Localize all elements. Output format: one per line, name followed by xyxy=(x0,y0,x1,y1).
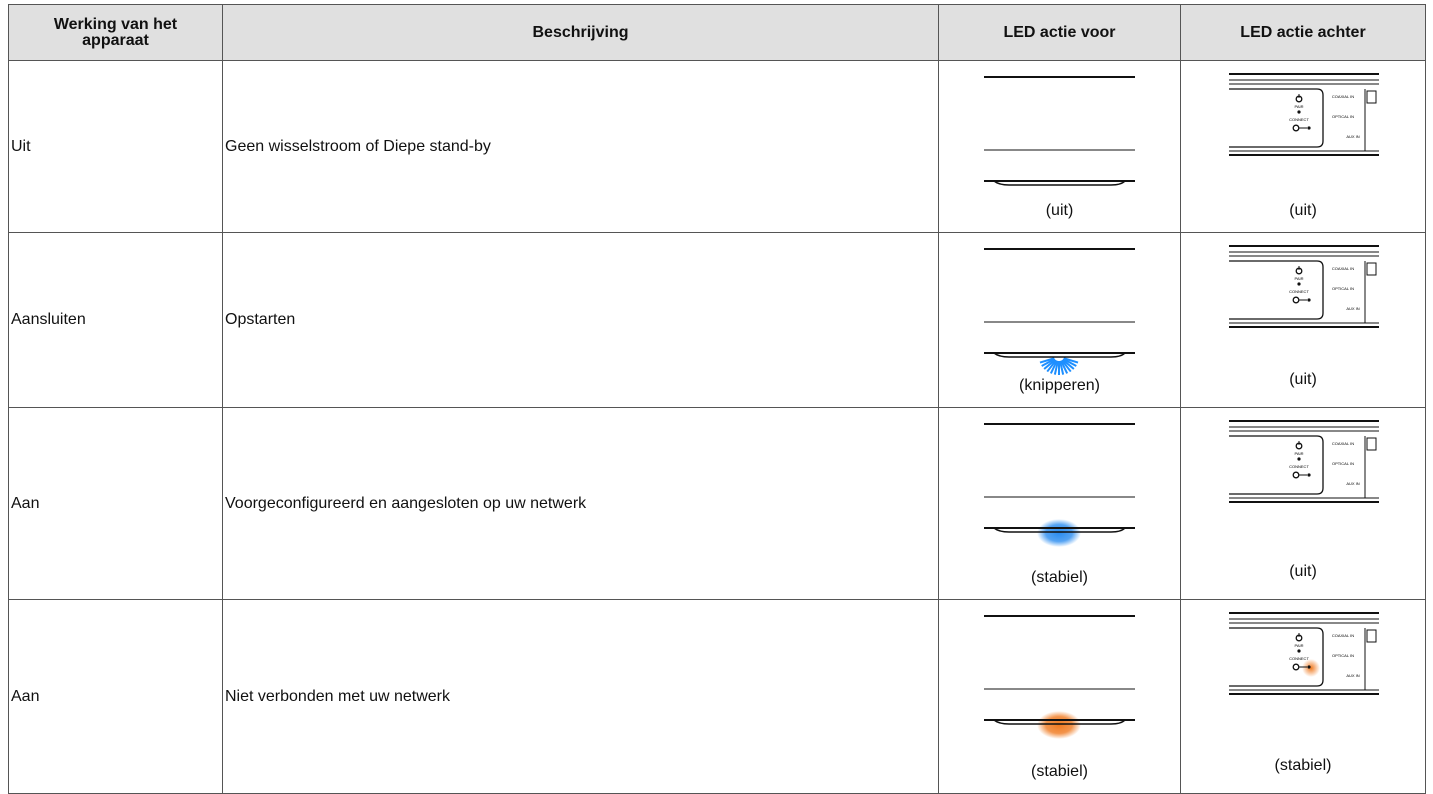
operation-cell: Aan xyxy=(8,599,223,794)
panel-label: OPTICAL IN xyxy=(1332,114,1354,119)
panel-label: OPTICAL IN xyxy=(1332,286,1354,291)
panel-label: CONNECT xyxy=(1289,289,1309,294)
panel-label: PAIR xyxy=(1294,104,1303,109)
panel-label: AUX IN xyxy=(1346,306,1359,311)
rear-led-cell: PAIR CONNECT COAXIAL IN OPTICAL IN AUX IN … xyxy=(1180,599,1426,794)
front-led-cell: (uit) xyxy=(938,60,1181,233)
panel-label: CONNECT xyxy=(1289,464,1309,469)
front-led-caption: (uit) xyxy=(1045,202,1074,219)
panel-label: COAXIAL IN xyxy=(1332,441,1354,446)
rear-led-cell: PAIR CONNECT COAXIAL IN OPTICAL IN AUX IN … xyxy=(1180,232,1426,408)
operation-cell: Aan xyxy=(8,407,223,600)
rear-led-cell: PAIR CONNECT COAXIAL IN OPTICAL IN AUX IN … xyxy=(1180,60,1426,233)
front-led-illustration xyxy=(984,76,1135,186)
panel-label: PAIR xyxy=(1294,276,1303,281)
header-cell: Werking van het apparaat xyxy=(8,4,223,61)
table-row: Uit Geen wisselstroom of Diepe stand-by … xyxy=(8,60,1426,233)
front-led-illustration xyxy=(984,248,1135,375)
panel-label: CONNECT xyxy=(1289,117,1309,122)
table-row: Aan Niet verbonden met uw netwerk (stabi… xyxy=(8,599,1426,794)
panel-label: AUX IN xyxy=(1346,481,1359,486)
front-led-caption: (stabiel) xyxy=(1031,763,1088,780)
rear-panel-illustration: PAIR CONNECT COAXIAL IN OPTICAL IN AUX IN xyxy=(1229,245,1379,328)
header-cell: Beschrijving xyxy=(222,4,939,61)
panel-label: AUX IN xyxy=(1346,134,1359,139)
front-led-cell: (knipperen) xyxy=(938,232,1181,408)
panel-label: OPTICAL IN xyxy=(1332,461,1354,466)
panel-label: PAIR xyxy=(1294,643,1303,648)
rear-led-caption: (uit) xyxy=(1289,371,1317,388)
header-cell: LED actie voor xyxy=(938,4,1181,61)
panel-label: COAXIAL IN xyxy=(1332,94,1354,99)
table-body: Uit Geen wisselstroom of Diepe stand-by … xyxy=(8,60,1426,794)
rear-panel-illustration: PAIR CONNECT COAXIAL IN OPTICAL IN AUX IN xyxy=(1229,73,1379,156)
description-cell: Opstarten xyxy=(222,232,939,408)
front-led-cell: (stabiel) xyxy=(938,407,1181,600)
rear-led-cell: PAIR CONNECT COAXIAL IN OPTICAL IN AUX IN … xyxy=(1180,407,1426,600)
panel-label: AUX IN xyxy=(1346,673,1359,678)
table-row: Aan Voorgeconfigureerd en aangesloten op… xyxy=(8,407,1426,600)
operation-cell: Uit xyxy=(8,60,223,233)
panel-label: PAIR xyxy=(1294,451,1303,456)
operation-cell: Aansluiten xyxy=(8,232,223,408)
front-led-caption: (knipperen) xyxy=(1019,377,1100,394)
rear-led-caption: (stabiel) xyxy=(1274,757,1332,774)
front-led-illustration xyxy=(984,423,1135,547)
front-led-illustration xyxy=(984,615,1135,739)
description-cell: Niet verbonden met uw netwerk xyxy=(222,599,939,794)
rear-led-caption: (uit) xyxy=(1289,202,1317,219)
front-led-caption: (stabiel) xyxy=(1031,569,1088,586)
front-led-cell: (stabiel) xyxy=(938,599,1181,794)
rear-led-caption: (uit) xyxy=(1289,563,1317,580)
header-row: Werking van het apparaat Beschrijving LE… xyxy=(8,4,1426,61)
panel-label: CONNECT xyxy=(1289,656,1309,661)
description-cell: Voorgeconfigureerd en aangesloten op uw … xyxy=(222,407,939,600)
panel-label: OPTICAL IN xyxy=(1332,653,1354,658)
description-cell: Geen wisselstroom of Diepe stand-by xyxy=(222,60,939,233)
table-row: Aansluiten Opstarten (knipperen) PAIR CO… xyxy=(8,232,1426,408)
rear-panel-illustration: PAIR CONNECT COAXIAL IN OPTICAL IN AUX IN xyxy=(1229,612,1379,695)
header-text: Werking van het apparaat xyxy=(53,15,178,49)
header-cell: LED actie achter xyxy=(1180,4,1426,61)
panel-label: COAXIAL IN xyxy=(1332,266,1354,271)
rear-panel-illustration: PAIR CONNECT COAXIAL IN OPTICAL IN AUX IN xyxy=(1229,420,1379,503)
led-table: Werking van het apparaat Beschrijving LE… xyxy=(8,4,1426,794)
panel-label: COAXIAL IN xyxy=(1332,633,1354,638)
